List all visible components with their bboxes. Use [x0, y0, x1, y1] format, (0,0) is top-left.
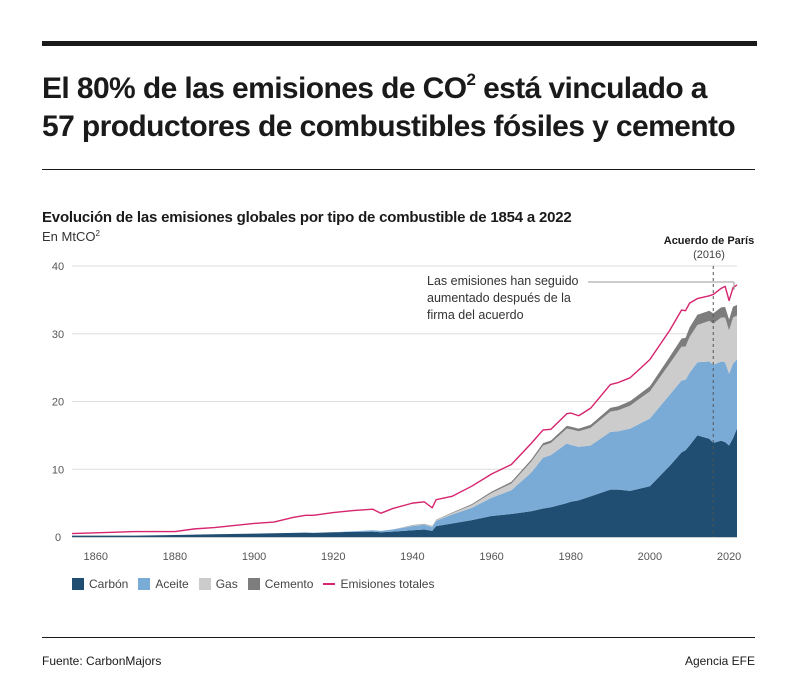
- y-tick-label-0: 0: [55, 532, 61, 544]
- title-part-1: El 80% de las emisiones de CO: [42, 72, 467, 105]
- paris-agreement-year: (2016): [693, 249, 725, 261]
- source-note: Fuente: CarbonMajors: [42, 654, 162, 668]
- legend-item-gas: Gas: [198, 577, 238, 591]
- line-total-emissions: [71, 284, 738, 535]
- unit-label: En MtCO2: [42, 229, 100, 244]
- x-tick-label-1940: 1940: [400, 551, 424, 563]
- title-superscript: 2: [466, 70, 476, 89]
- top-rule: [42, 41, 757, 46]
- legend-swatch-coal: [72, 578, 84, 590]
- y-tick-label-20: 20: [52, 397, 64, 409]
- y-tick-label-40: 40: [52, 261, 64, 273]
- area-oil: [72, 359, 737, 536]
- x-tick-label-1900: 1900: [242, 551, 266, 563]
- callout-text-line-1: Las emisiones han seguido: [427, 274, 579, 288]
- unit-superscript: 2: [95, 229, 100, 238]
- x-tick-label-2000: 2000: [638, 551, 662, 563]
- legend-label-coal: Carbón: [89, 577, 129, 591]
- x-tick-label-1860: 1860: [84, 551, 108, 563]
- callout-text-line-2: aumentado después de la: [427, 291, 571, 305]
- x-tick-label-1980: 1980: [559, 551, 583, 563]
- legend-label-gas: Gas: [215, 577, 238, 591]
- x-tick-label-1920: 1920: [321, 551, 345, 563]
- legend-swatch-cement: [247, 578, 260, 590]
- legend-swatch-gas: [198, 578, 211, 590]
- y-tick-label-10: 10: [52, 464, 64, 476]
- area-coal: [72, 428, 737, 537]
- legend-label-cement: Cemento: [264, 577, 314, 591]
- title-divider: [42, 169, 755, 170]
- x-tick-label-1960: 1960: [479, 551, 503, 563]
- page-title: El 80% de las emisiones de CO2 está vinc…: [42, 70, 757, 146]
- title-part-2: está vinculado a: [475, 72, 707, 105]
- unit-text: En MtCO: [42, 229, 96, 244]
- y-tick-label-30: 30: [52, 329, 64, 341]
- callout-text-line-3: firma del acuerdo: [427, 308, 524, 322]
- legend-item-total: Emisiones totales: [323, 577, 434, 591]
- chart-legend: Carbón Aceite Gas Cemento Emisiones tota…: [72, 577, 444, 591]
- legend-swatch-oil: [138, 578, 151, 590]
- legend-item-coal: Carbón: [72, 577, 128, 591]
- chart-subtitle: Evolución de las emisiones globales por …: [42, 209, 572, 226]
- title-line-2: 57 productores de combustibles fósiles y…: [42, 110, 736, 143]
- legend-swatch-total: [323, 583, 336, 585]
- x-tick-label-2020: 2020: [717, 551, 741, 563]
- legend-label-total: Emisiones totales: [340, 577, 435, 591]
- legend-item-cement: Cemento: [247, 577, 314, 591]
- legend-item-oil: Aceite: [138, 577, 189, 591]
- legend-label-oil: Aceite: [155, 577, 189, 591]
- credit-note: Agencia EFE: [684, 654, 755, 668]
- x-tick-label-1880: 1880: [163, 551, 187, 563]
- paris-agreement-label: Acuerdo de París: [664, 235, 754, 247]
- area-gas: [72, 315, 737, 536]
- footer-divider: [42, 637, 755, 638]
